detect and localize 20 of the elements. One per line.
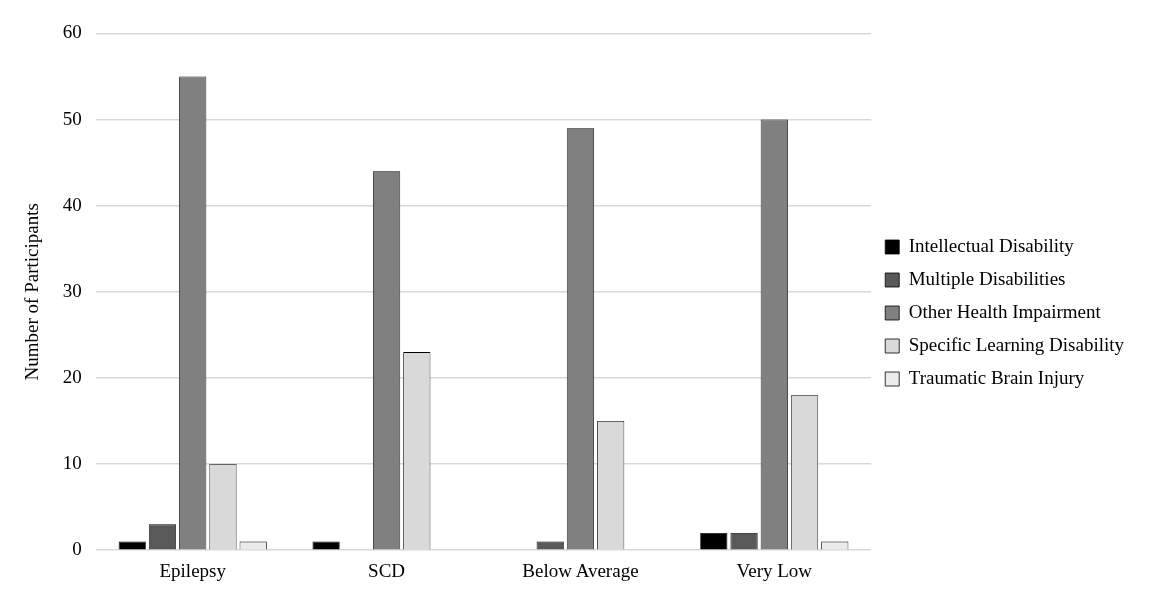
legend-label: Intellectual Disability bbox=[908, 234, 1075, 256]
y-tick-label: 40 bbox=[62, 193, 82, 215]
y-tick-label: 30 bbox=[62, 279, 82, 301]
legend-label: Multiple Disabilities bbox=[908, 267, 1066, 289]
y-tick-label: 10 bbox=[62, 452, 82, 474]
bar bbox=[312, 541, 340, 550]
y-tick-label: 50 bbox=[62, 107, 82, 129]
legend-label: Traumatic Brain Injury bbox=[908, 366, 1085, 388]
x-tick-label: Very Low bbox=[736, 559, 813, 581]
x-tick-label: SCD bbox=[368, 559, 406, 581]
y-axis-title: Number of Participants bbox=[21, 203, 43, 381]
y-tick-label: 20 bbox=[62, 365, 82, 387]
x-tick-label: Below Average bbox=[522, 559, 639, 581]
legend-label: Other Health Impairment bbox=[908, 300, 1102, 322]
y-tick-label: 60 bbox=[62, 21, 82, 43]
x-tick-label: Epilepsy bbox=[159, 559, 227, 581]
bar bbox=[700, 532, 728, 550]
bar bbox=[118, 541, 146, 550]
y-tick-label: 0 bbox=[72, 538, 82, 560]
legend-label: Specific Learning Disability bbox=[908, 333, 1125, 355]
